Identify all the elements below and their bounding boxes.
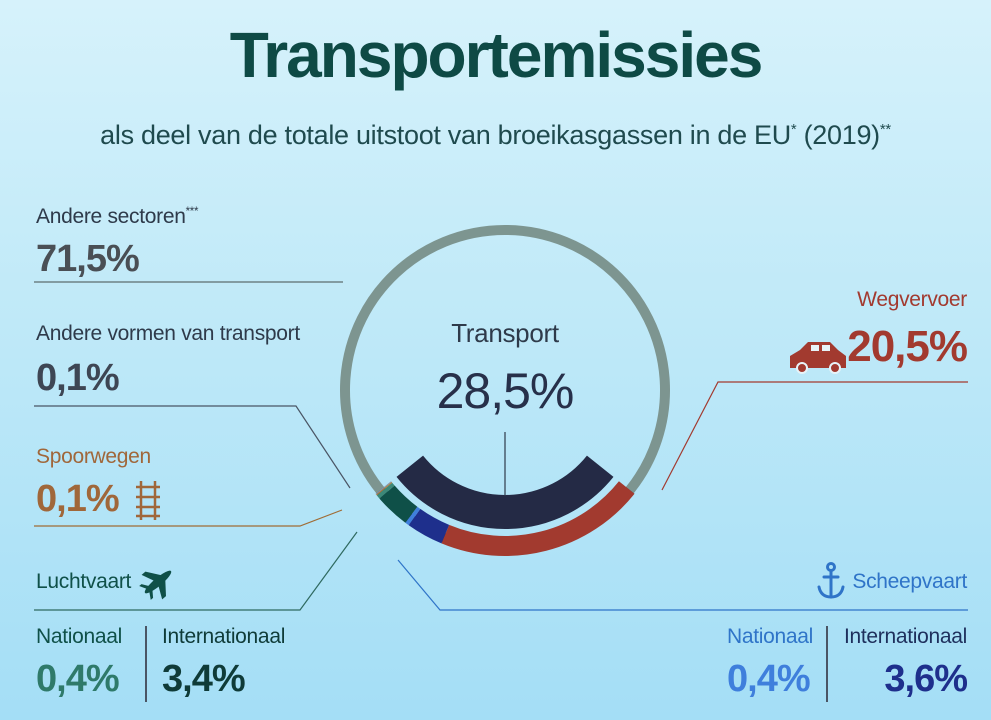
slice-spoorwegen — [376, 481, 393, 496]
slice-scheepvaart-nationaal — [405, 506, 421, 526]
leader-luchtvaart — [34, 531, 358, 611]
center-value: 28,5% — [436, 363, 575, 419]
chart-subtitle: als deel van de totale uitstoot van broe… — [0, 120, 991, 151]
leader-andere-transport — [34, 405, 351, 489]
value-spoorwegen: 0,1% — [36, 478, 120, 520]
label-andere-sectoren-mark: *** — [185, 206, 199, 218]
label-andere-sectoren-text: Andere sectoren — [36, 205, 186, 228]
slice-scheepvaart-internationaal — [408, 508, 450, 544]
scheepvaart-divider — [826, 626, 828, 702]
value-wegvervoer: 20,5% — [847, 322, 968, 371]
value-andere-sectoren: 71,5% — [36, 238, 140, 280]
slice-wegvervoer — [441, 481, 635, 556]
value-scheepvaart-nationaal: 0,4% — [727, 658, 811, 700]
year-footnote-mark: ** — [879, 122, 891, 138]
label-spoorwegen: Spoorwegen — [36, 445, 151, 468]
leader-scheepvaart — [397, 559, 968, 611]
label-luchtvaart-internationaal: Internationaal — [162, 625, 286, 648]
center-label: Transport — [451, 318, 559, 348]
slice-andere-vormen-van-transport — [375, 481, 392, 495]
value-andere-transport: 0,1% — [36, 357, 120, 399]
slice-andere-sectoren — [340, 225, 670, 494]
subtitle-year: (2019) — [803, 120, 881, 150]
subtitle-footnote-mark: * — [790, 122, 797, 138]
value-luchtvaart-internationaal: 3,4% — [162, 658, 246, 700]
anchor-icon — [817, 562, 845, 599]
slice-luchtvaart-nationaal — [376, 482, 395, 499]
railway-icon — [136, 481, 160, 520]
label-scheepvaart-nationaal: Nationaal — [727, 625, 814, 648]
car-icon — [790, 342, 846, 374]
label-andere-transport: Andere vormen van transport — [36, 322, 300, 345]
value-luchtvaart-nationaal: 0,4% — [36, 658, 120, 700]
leader-wegvervoer — [661, 381, 968, 491]
label-scheepvaart: Scheepvaart — [852, 570, 967, 593]
label-luchtvaart-nationaal: Nationaal — [36, 625, 123, 648]
label-scheepvaart-internationaal: Internationaal — [843, 625, 967, 648]
subtitle-text: als deel van de totale uitstoot van broe… — [100, 120, 791, 150]
chart-title: Transportemissies — [229, 19, 764, 91]
leader-spoorwegen — [34, 509, 343, 527]
slice-luchtvaart-internationaal — [379, 485, 418, 523]
airplane-icon — [139, 570, 172, 600]
label-luchtvaart: Luchtvaart — [36, 570, 132, 593]
label-andere-sectoren: Andere sectoren*** — [36, 205, 198, 229]
value-scheepvaart-internationaal: 3,6% — [884, 658, 968, 700]
slice-transport — [396, 455, 614, 529]
label-wegvervoer: Wegvervoer — [857, 288, 967, 311]
luchtvaart-divider — [145, 626, 147, 702]
